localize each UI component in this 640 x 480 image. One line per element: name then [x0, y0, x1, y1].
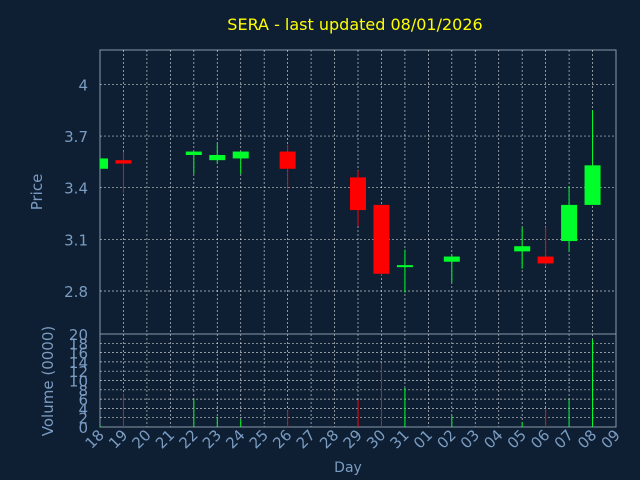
candle-body	[209, 154, 226, 161]
candle-body	[584, 165, 601, 205]
volume-tick-label: 0	[78, 419, 88, 437]
candle-body	[185, 151, 202, 155]
candle-body	[396, 265, 413, 268]
chart-title: SERA - last updated 08/01/2026	[227, 15, 482, 34]
candle-body	[350, 177, 366, 211]
price-tick-label: 2.8	[64, 283, 88, 301]
price-tick-label: 4	[78, 76, 88, 94]
volume-tick-label: 18	[69, 335, 88, 353]
candle-body	[537, 256, 554, 264]
price-tick-label: 3.1	[64, 231, 88, 249]
volume-tick-label: 14	[69, 354, 88, 372]
candle-body	[443, 256, 460, 262]
candle-body	[279, 151, 296, 169]
volume-tick-label: 8	[78, 382, 88, 400]
candle-body	[115, 160, 132, 164]
volume-tick-label: 16	[69, 345, 88, 363]
volume-tick-label: 2	[78, 410, 88, 428]
volume-tick-label: 20	[69, 326, 88, 344]
x-axis-label: Day	[334, 460, 362, 476]
candle-body	[100, 158, 108, 169]
volume-tick-label: 4	[78, 400, 88, 418]
volume-tick-label: 10	[69, 373, 88, 391]
price-axis-label: Price	[28, 174, 46, 211]
price-tick-label: 3.7	[64, 128, 88, 146]
candle-body	[561, 204, 578, 242]
volume-axis-label: Volume (0000)	[39, 326, 57, 436]
candle-body	[232, 151, 249, 159]
candle-body	[373, 204, 390, 274]
volume-tick-label: 12	[69, 363, 88, 381]
price-panel: 2.8 3.1 3.4 3.7 4	[64, 49, 617, 335]
price-tick-label: 3.4	[64, 180, 88, 198]
candle-body	[514, 246, 531, 252]
volume-tick-label: 6	[78, 391, 88, 409]
